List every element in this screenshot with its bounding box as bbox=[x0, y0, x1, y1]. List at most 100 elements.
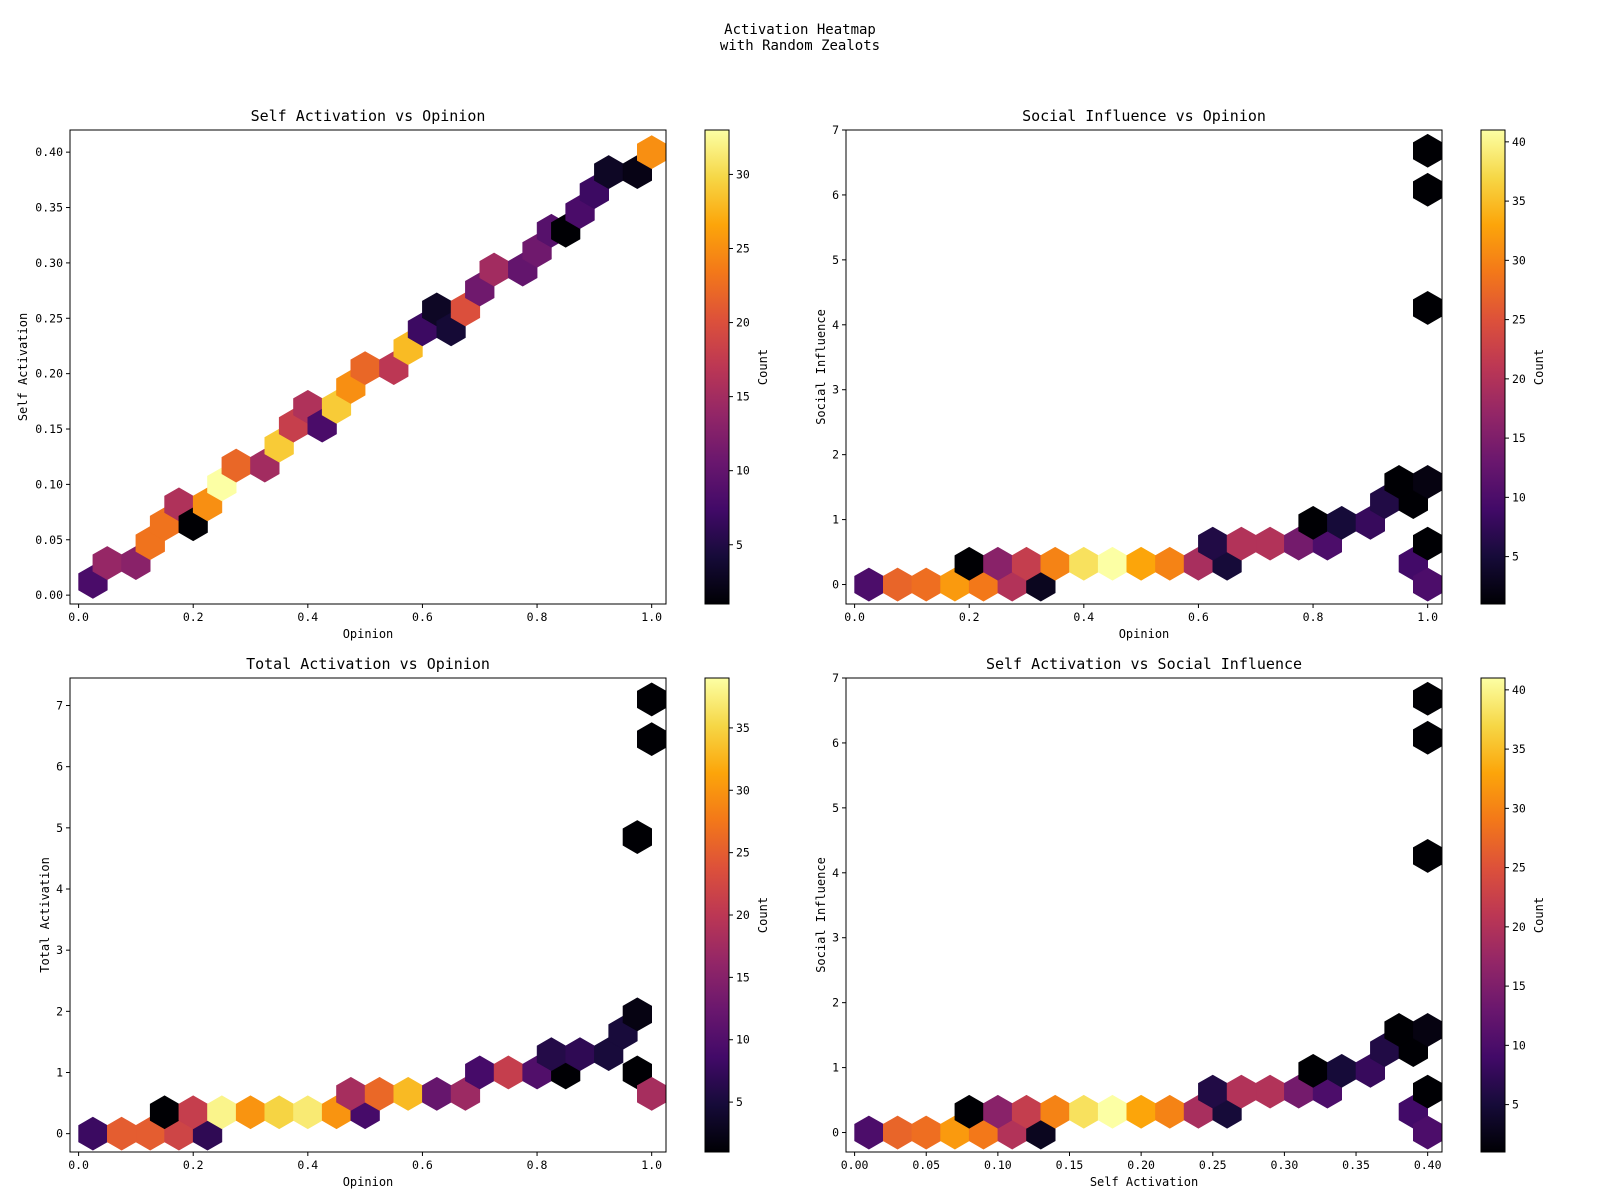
y-tick-label: 5 bbox=[832, 253, 839, 267]
subplot-title: Total Activation vs Opinion bbox=[246, 655, 490, 673]
y-tick-label: 0.30 bbox=[35, 256, 63, 270]
colorbar-tick-label: 10 bbox=[736, 1033, 750, 1047]
colorbar-tick-label: 5 bbox=[736, 1095, 743, 1109]
y-tick-label: 4 bbox=[832, 318, 839, 332]
x-axis-label: Opinion bbox=[1119, 627, 1170, 641]
x-axis-label: Self Activation bbox=[1090, 1175, 1198, 1189]
hexbin-cells bbox=[78, 682, 667, 1151]
x-tick-label: 0.4 bbox=[297, 610, 318, 624]
colorbar-tick-label: 20 bbox=[736, 316, 750, 330]
x-tick-label: 0.4 bbox=[297, 1158, 318, 1172]
y-tick-label: 0.00 bbox=[35, 588, 63, 602]
colorbar-tick-label: 15 bbox=[736, 390, 750, 404]
y-axis-label: Social Influence bbox=[814, 857, 828, 973]
y-tick-label: 2 bbox=[832, 996, 839, 1010]
colorbar-tick-label: 25 bbox=[1512, 861, 1526, 875]
y-tick-label: 5 bbox=[56, 821, 63, 835]
x-tick-label: 0.6 bbox=[412, 1158, 433, 1172]
colorbar-tick-label: 10 bbox=[1512, 490, 1526, 504]
colorbar-tick-label: 20 bbox=[736, 908, 750, 922]
colorbar-tick-label: 30 bbox=[1512, 801, 1526, 815]
colorbar-tick-label: 5 bbox=[736, 538, 743, 552]
colorbar-tick-label: 35 bbox=[1512, 194, 1526, 208]
colorbar-label: Count bbox=[1532, 897, 1546, 933]
x-tick-label: 0.0 bbox=[68, 1158, 89, 1172]
colorbar-tick-label: 35 bbox=[736, 721, 750, 735]
x-tick-label: 0.2 bbox=[183, 1158, 204, 1172]
y-axis-label: Social Influence bbox=[814, 309, 828, 425]
y-tick-label: 4 bbox=[56, 882, 63, 896]
colorbar-tick-label: 35 bbox=[1512, 742, 1526, 756]
x-tick-label: 0.20 bbox=[1127, 1158, 1155, 1172]
x-tick-label: 0.8 bbox=[1303, 610, 1324, 624]
hexbin-cells bbox=[78, 135, 667, 599]
colorbar bbox=[1480, 677, 1506, 1153]
y-tick-label: 1 bbox=[832, 1061, 839, 1075]
x-tick-label: 0.05 bbox=[912, 1158, 940, 1172]
y-tick-label: 2 bbox=[832, 448, 839, 462]
y-tick-label: 0 bbox=[832, 578, 839, 592]
y-tick-label: 0 bbox=[56, 1127, 63, 1141]
subplot-4: 0.00 0.05 0.10 0.15 0.20 0.25 0.30 0.35 0.40 0 1 2 3… bbox=[814, 655, 1546, 1189]
axes-frame bbox=[69, 677, 667, 1153]
colorbar-tick-label: 5 bbox=[1512, 1098, 1519, 1112]
colorbar-tick-label: 30 bbox=[736, 783, 750, 797]
figure-title: Activation Heatmap with Random Zealots bbox=[719, 22, 881, 54]
y-tick-label: 3 bbox=[56, 943, 63, 957]
y-tick-label: 4 bbox=[832, 866, 839, 880]
colorbar-tick-label: 15 bbox=[736, 970, 750, 984]
colorbar-tick-label: 40 bbox=[1512, 683, 1526, 697]
hexbin-cells bbox=[854, 681, 1443, 1150]
y-tick-label: 7 bbox=[832, 123, 839, 137]
axes-frame bbox=[845, 677, 1443, 1153]
y-tick-label: 0.15 bbox=[35, 422, 63, 436]
x-tick-label: 0.0 bbox=[844, 610, 865, 624]
x-tick-label: 0.4 bbox=[1073, 610, 1094, 624]
colorbar-tick-label: 10 bbox=[1512, 1038, 1526, 1052]
colorbar-tick-label: 30 bbox=[1512, 253, 1526, 267]
y-tick-label: 3 bbox=[832, 383, 839, 397]
x-tick-label: 0.30 bbox=[1271, 1158, 1299, 1172]
axes-frame bbox=[845, 129, 1443, 605]
x-tick-label: 0.8 bbox=[527, 610, 548, 624]
y-tick-label: 5 bbox=[832, 801, 839, 815]
subplot-2: 0.0 0.2 0.4 0.6 0.8 1.0 0 1 2 3 4 5 6 7 Social Influen… bbox=[814, 107, 1546, 641]
colorbar-tick-label: 40 bbox=[1512, 135, 1526, 149]
subplot-1: 0.0 0.2 0.4 0.6 0.8 1.0 0.00 0.05 0.10 0.15 0.20 0.… bbox=[16, 107, 770, 641]
colorbar-tick-label: 5 bbox=[1512, 550, 1519, 564]
colorbar-tick-label: 10 bbox=[736, 464, 750, 478]
x-tick-label: 0.6 bbox=[1188, 610, 1209, 624]
y-tick-label: 7 bbox=[56, 699, 63, 713]
x-tick-label: 0.35 bbox=[1342, 1158, 1370, 1172]
y-tick-label: 0.20 bbox=[35, 367, 63, 381]
y-tick-label: 0.40 bbox=[35, 145, 63, 159]
x-tick-label: 1.0 bbox=[641, 610, 662, 624]
x-tick-label: 0.0 bbox=[68, 610, 89, 624]
colorbar-tick-label: 25 bbox=[736, 846, 750, 860]
colorbar-label: Count bbox=[756, 897, 770, 933]
y-axis-label: Self Activation bbox=[16, 313, 30, 421]
subplot-title: Self Activation vs Opinion bbox=[251, 107, 486, 125]
y-tick-label: 7 bbox=[832, 671, 839, 685]
colorbar-tick-label: 25 bbox=[1512, 313, 1526, 327]
hexbin-cell bbox=[622, 997, 653, 1032]
x-tick-label: 0.2 bbox=[959, 610, 980, 624]
hexbin-cells bbox=[854, 133, 1443, 602]
y-tick-label: 2 bbox=[56, 1004, 63, 1018]
y-tick-label: 0 bbox=[832, 1126, 839, 1140]
colorbar-tick-label: 20 bbox=[1512, 920, 1526, 934]
y-axis-label: Total Activation bbox=[38, 857, 52, 973]
y-tick-label: 6 bbox=[832, 188, 839, 202]
x-tick-label: 0.8 bbox=[527, 1158, 548, 1172]
y-tick-label: 0.10 bbox=[35, 477, 63, 491]
colorbar bbox=[1480, 129, 1506, 605]
x-axis-label: Opinion bbox=[343, 627, 394, 641]
colorbar-label: Count bbox=[756, 349, 770, 385]
y-tick-label: 0.05 bbox=[35, 533, 63, 547]
colorbar-tick-label: 20 bbox=[1512, 372, 1526, 386]
subplot-3: 0.0 0.2 0.4 0.6 0.8 1.0 0 1 2 3 4 5 6 7 Total Activati… bbox=[38, 655, 770, 1189]
colorbar-tick-label: 30 bbox=[736, 167, 750, 181]
x-tick-label: 0.6 bbox=[412, 610, 433, 624]
x-tick-label: 1.0 bbox=[641, 1158, 662, 1172]
